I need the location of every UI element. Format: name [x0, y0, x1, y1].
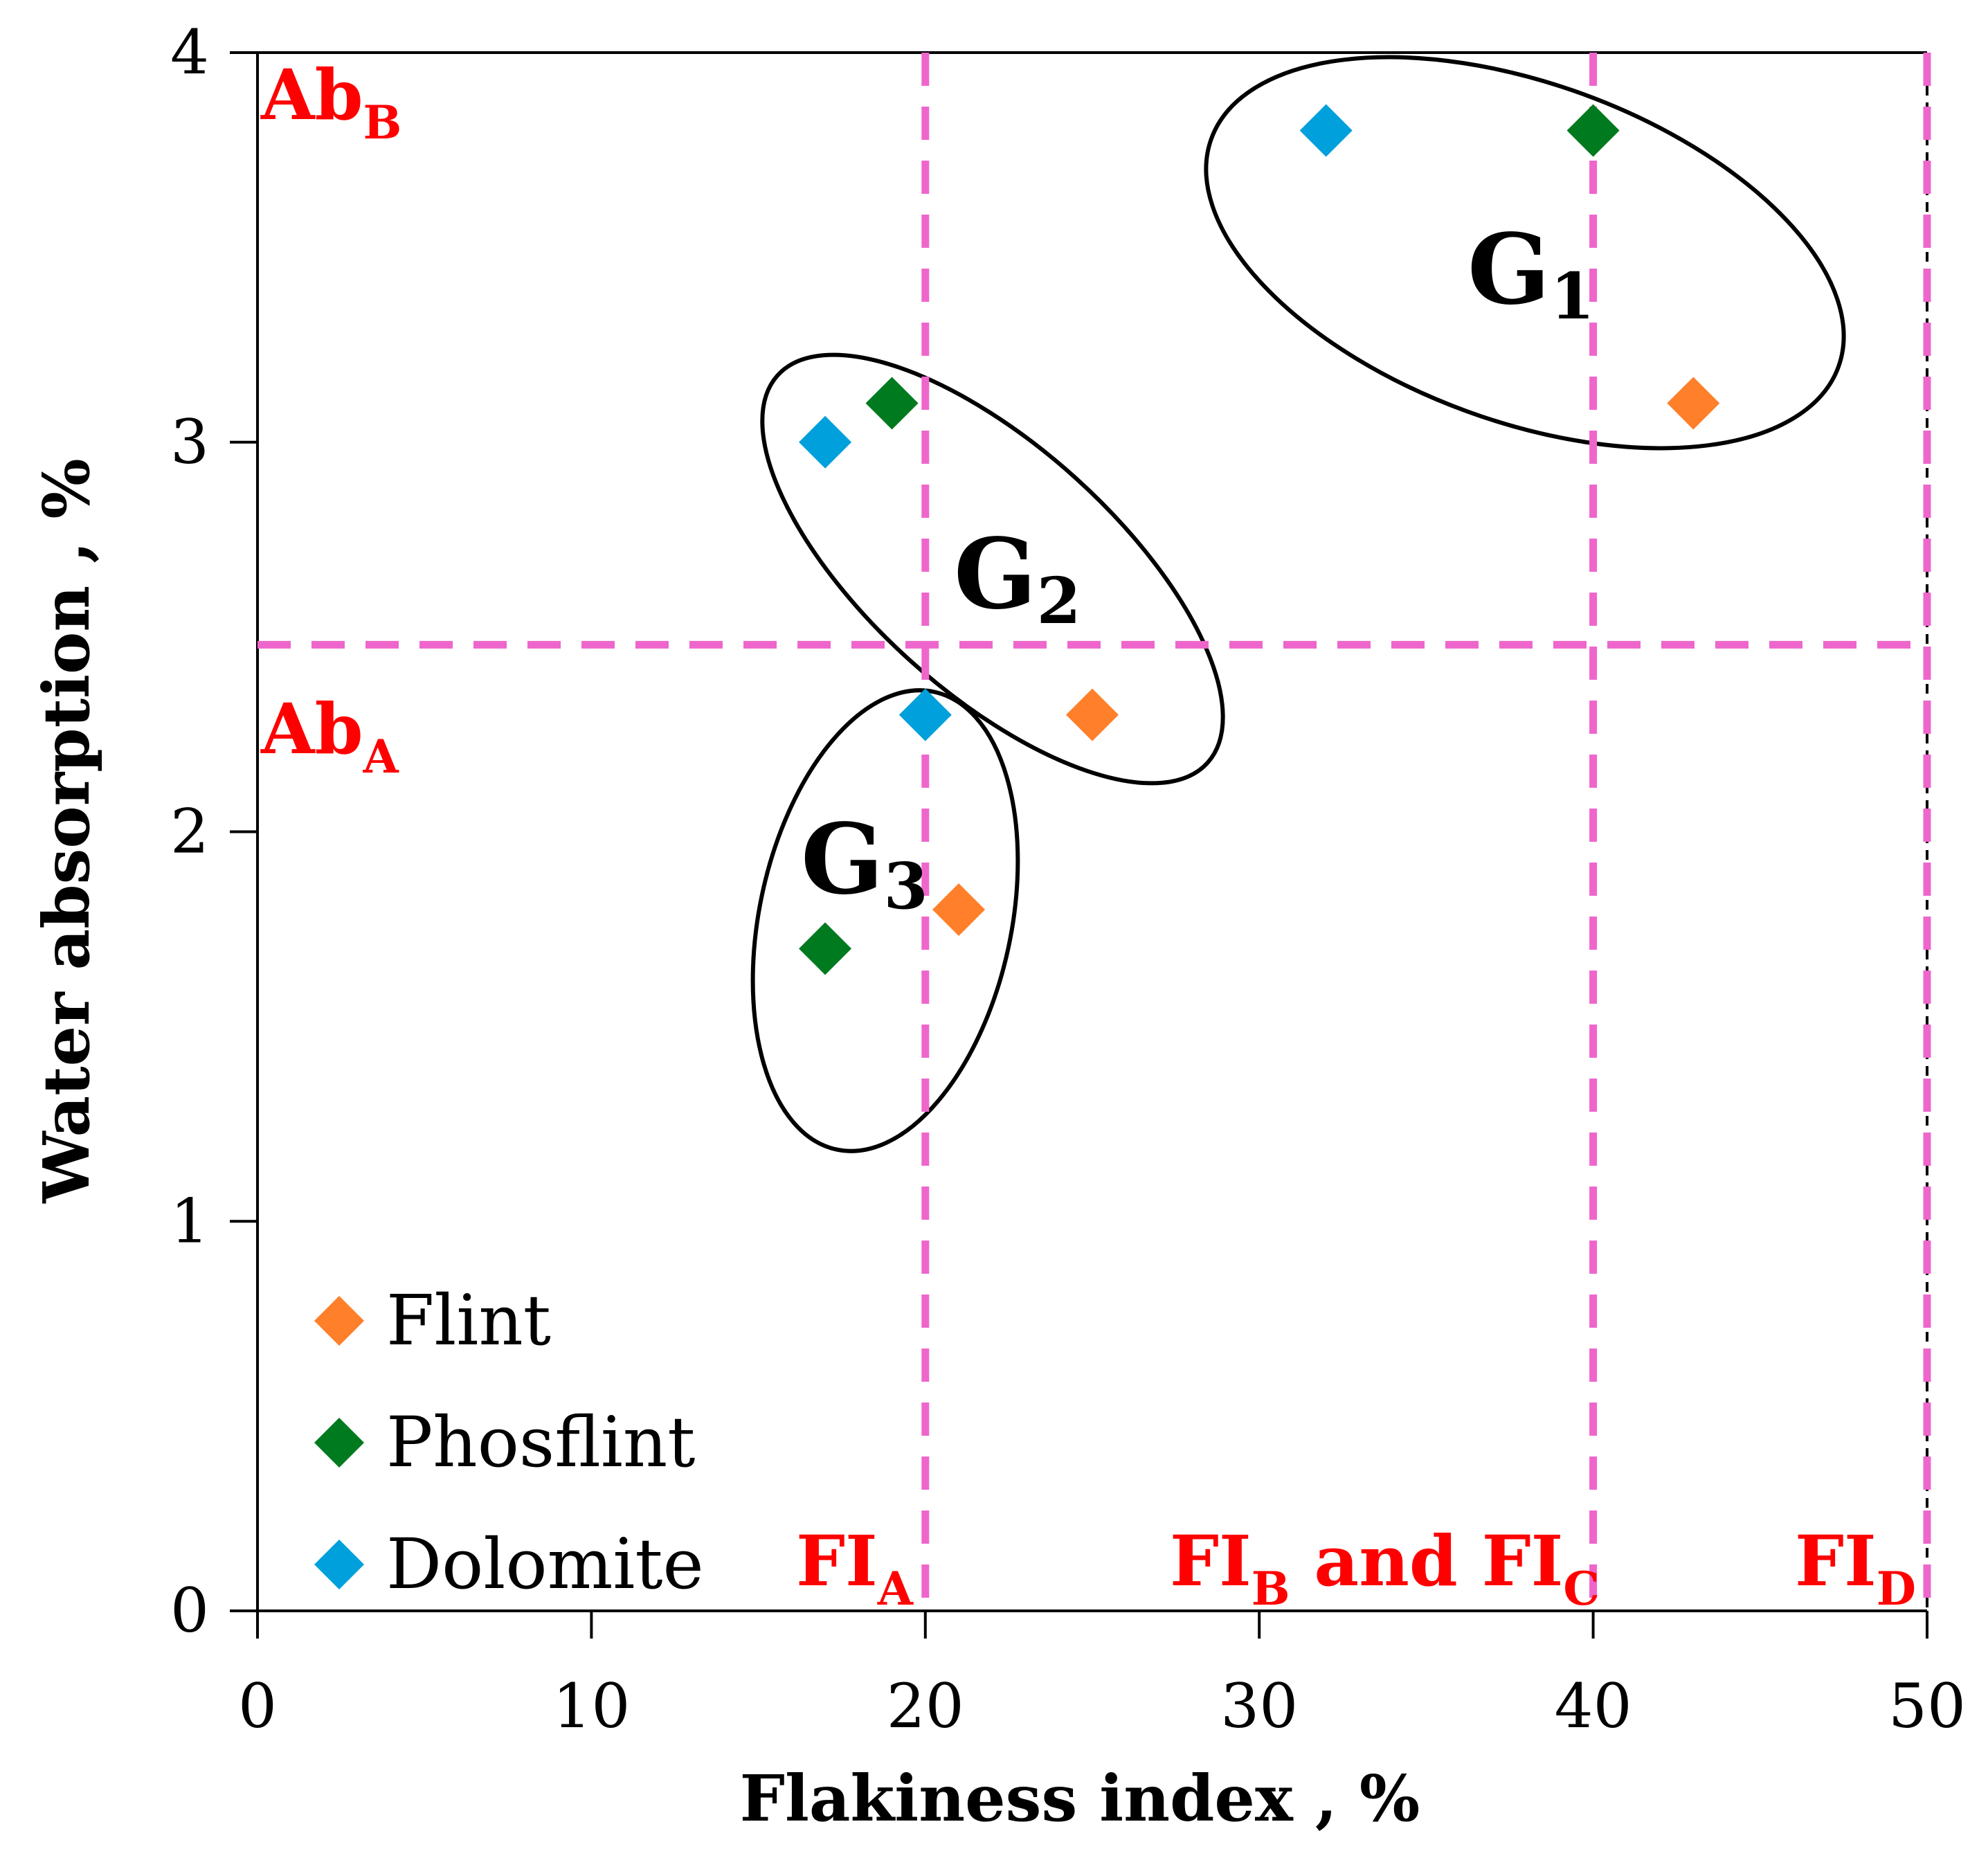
x-tick-label: 40 — [1555, 1670, 1632, 1742]
point-phosflint — [1566, 104, 1620, 157]
y-axis-title: Water absorption , % — [29, 458, 104, 1204]
point-dolomite — [1299, 104, 1353, 157]
point-dolomite — [898, 688, 952, 741]
legend-marker-flint — [314, 1296, 364, 1346]
point-flint — [1667, 377, 1720, 430]
legend-marker-phosflint — [314, 1418, 364, 1468]
legend-label-dolomite: Dolomite — [386, 1524, 704, 1605]
fi-a-label: FIA — [796, 1520, 914, 1616]
fi-b-and-c-label: FIB and FIC — [1170, 1520, 1600, 1616]
legend-marker-dolomite — [314, 1540, 364, 1589]
x-tick-label: 30 — [1220, 1670, 1298, 1742]
group-label-g1: G1 — [1467, 213, 1595, 334]
x-axis-title: Flakiness index , % — [740, 1761, 1420, 1836]
ab-a-label: AbA — [260, 688, 399, 784]
x-tick-label: 50 — [1888, 1670, 1966, 1742]
y-tick-label: 4 — [170, 17, 209, 88]
group-ellipse-g2 — [760, 352, 1225, 786]
point-flint — [1066, 688, 1119, 741]
point-phosflint — [865, 377, 919, 430]
y-tick-label: 1 — [170, 1185, 209, 1256]
fi-d-label: FID — [1795, 1520, 1916, 1616]
y-tick-label: 3 — [170, 406, 209, 478]
y-tick-label: 2 — [170, 796, 209, 867]
legend-label-flint: Flint — [386, 1280, 551, 1361]
x-tick-label: 20 — [887, 1670, 964, 1742]
group-label-g3: G3 — [801, 803, 928, 923]
group-ellipse-g1 — [1204, 55, 1846, 451]
point-phosflint — [799, 922, 852, 975]
group-label-g2: G2 — [954, 518, 1081, 638]
x-tick-label: 0 — [238, 1670, 277, 1742]
point-flint — [932, 883, 986, 937]
group-ellipse-g3 — [750, 688, 1020, 1153]
point-dolomite — [799, 415, 852, 469]
y-tick-label: 0 — [170, 1575, 209, 1646]
ab-b-label: AbB — [260, 54, 401, 150]
legend: Flint Phosflint Dolomite — [314, 1280, 704, 1605]
legend-label-phosflint: Phosflint — [386, 1402, 695, 1483]
x-tick-label: 10 — [552, 1670, 630, 1742]
